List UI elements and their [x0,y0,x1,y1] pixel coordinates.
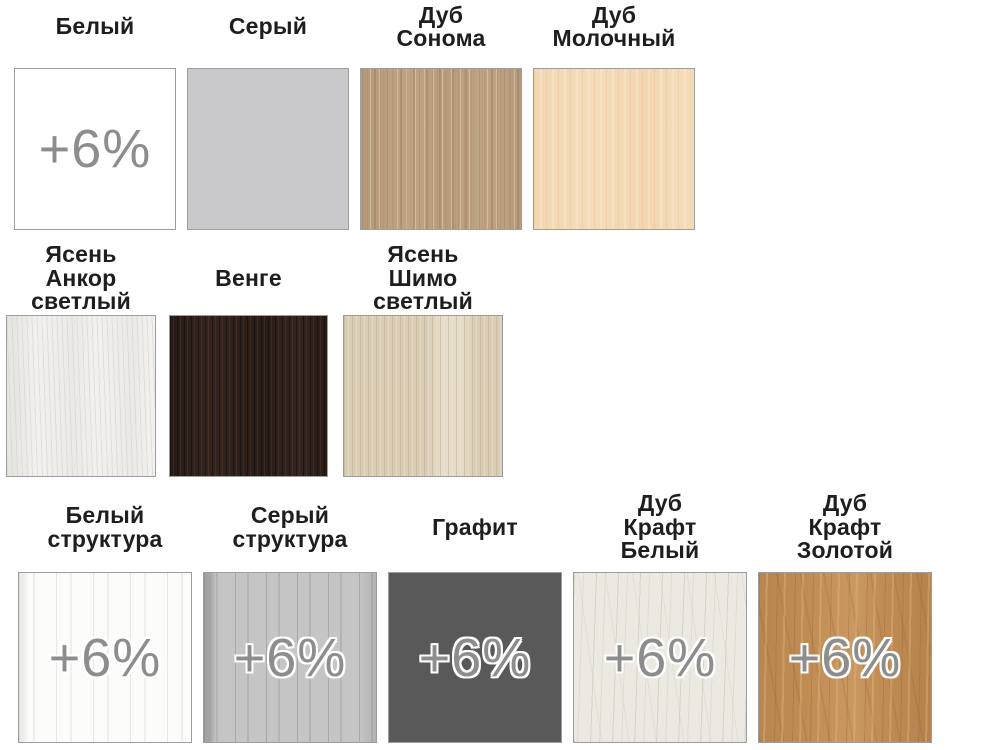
swatch-grey[interactable]: Серый [187,0,349,230]
swatch-ash-ankor-light[interactable]: Ясень Анкор светлый [6,230,156,477]
swatch-oak-sonoma[interactable]: Дуб Сонома [360,0,522,230]
swatch-ash-shimo-light[interactable]: Ясень Шимо светлый [343,230,503,477]
swatch-oak-craft-white-label: Дуб Крафт Белый [620,490,700,564]
swatch-oak-craft-gold-sample[interactable]: +6% [758,572,932,743]
swatch-oak-craft-white-sample[interactable]: +6% [573,572,747,743]
swatch-grey-structure[interactable]: Серый структура +6% [203,477,377,743]
swatch-white-structure-label: Белый структура [47,502,163,552]
swatch-ash-shimo-light-sample[interactable] [343,315,503,477]
swatch-graphite[interactable]: Графит +6% [388,477,562,743]
swatch-white-structure[interactable]: Белый структура +6% [18,477,192,743]
swatch-oak-sonoma-label: Дуб Сонома [396,1,486,51]
surcharge-badge: +6% [38,119,152,179]
swatch-wenge-label: Венге [215,264,282,291]
swatch-graphite-label: Графит [432,513,518,540]
swatch-oak-sonoma-sample[interactable] [360,68,522,230]
swatch-ash-shimo-light-label: Ясень Шимо светлый [373,241,473,315]
swatch-oak-milk-sample[interactable] [533,68,695,230]
swatch-grey-structure-label: Серый структура [232,502,348,552]
swatch-white-label: Белый [55,13,135,40]
swatch-graphite-sample[interactable]: +6% [388,572,562,743]
swatch-grey-structure-sample[interactable]: +6% [203,572,377,743]
surcharge-badge: +6% [418,627,532,688]
swatch-wenge-sample[interactable] [169,315,328,477]
swatch-wenge[interactable]: Венге [169,230,328,477]
swatch-oak-craft-gold-label: Дуб Крафт Золотой [796,490,894,564]
surcharge-badge: +6% [603,627,717,688]
swatch-white-structure-sample[interactable]: +6% [18,572,192,743]
swatch-ash-ankor-light-sample[interactable] [6,315,156,477]
swatch-row-2: Ясень Анкор светлый Венге Ясень Шимо све… [0,230,1000,477]
swatch-oak-milk[interactable]: Дуб Молочный [533,0,695,230]
swatch-row-3: Белый структура +6% Серый структура +6% … [18,477,1000,743]
surcharge-badge: +6% [788,627,902,688]
swatch-oak-milk-label: Дуб Молочный [552,1,676,51]
swatch-grey-label: Серый [228,13,308,40]
swatch-white[interactable]: Белый +6% [14,0,176,230]
swatch-oak-craft-gold[interactable]: Дуб Крафт Золотой +6% [758,477,932,743]
swatch-row-1: Белый +6% Серый Дуб Сонома Дуб Молочный [14,0,1000,230]
swatch-ash-ankor-light-label: Ясень Анкор светлый [31,241,131,315]
surcharge-badge: +6% [233,627,347,688]
swatch-grey-sample[interactable] [187,68,349,230]
surcharge-badge: +6% [48,627,162,688]
swatch-oak-craft-white[interactable]: Дуб Крафт Белый +6% [573,477,747,743]
swatch-white-sample[interactable]: +6% [14,68,176,230]
